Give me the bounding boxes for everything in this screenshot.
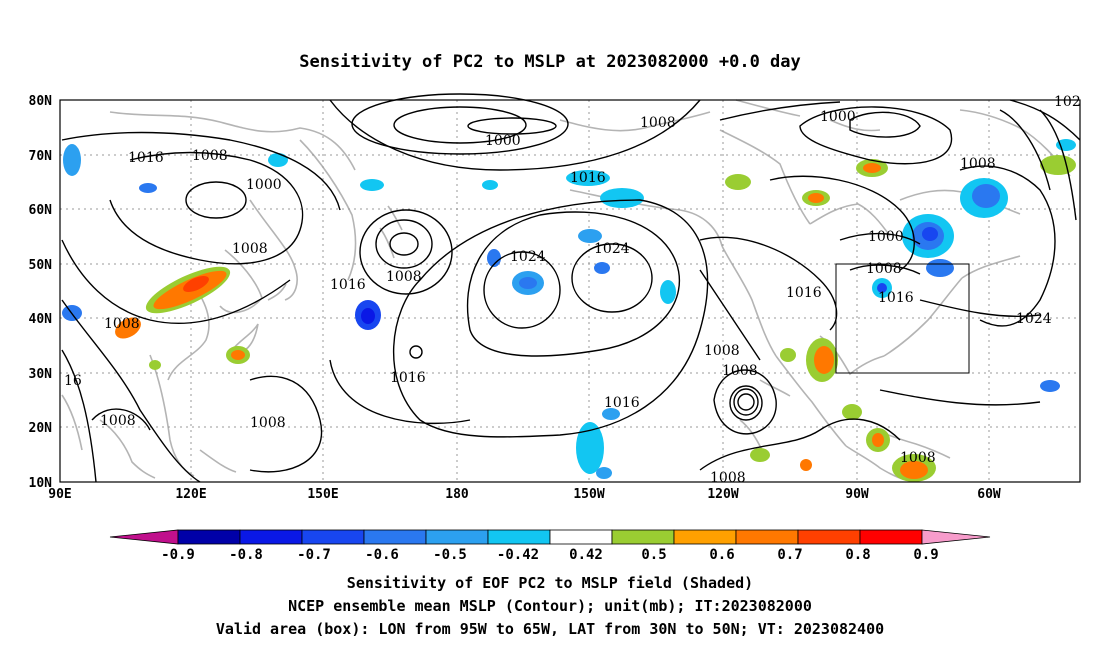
colorbar-tick-label: 0.5: [641, 547, 666, 563]
latitude-labels: 80N 70N 60N 50N 40N 30N 20N 10N: [29, 94, 53, 491]
colorbar-tick-label: -0.42: [497, 547, 539, 563]
contour-label: 1024: [510, 249, 546, 265]
contour-label: 102: [1054, 94, 1081, 110]
contour-label: 1008: [710, 470, 746, 486]
contour-labels: 1000 1008 1000 1016 1008 1000 1008 1016 …: [64, 94, 1081, 486]
contour-label: 1024: [1016, 311, 1052, 327]
contour-label: 1008: [722, 363, 758, 379]
sensitivity-shading: [62, 139, 1076, 482]
colorbar-tick-label: 0.9: [913, 547, 938, 563]
contour-label: 1008: [104, 316, 140, 332]
colorbar-swatch: [487, 529, 551, 545]
colorbar-swatch: [735, 529, 799, 545]
lon-label: 120W: [707, 487, 738, 502]
contour-label: 1008: [250, 415, 286, 431]
contour-label: 1016: [390, 370, 426, 386]
colorbar-tick-label: -0.8: [229, 547, 263, 563]
colorbar-swatch: [301, 529, 365, 545]
colorbar-tick-label: -0.9: [161, 547, 195, 563]
lon-label: 150W: [573, 487, 604, 502]
lat-label: 70N: [29, 149, 53, 164]
lat-label: 60N: [29, 203, 53, 218]
contour-label: 1008: [192, 148, 228, 164]
colorbar-swatch: [425, 529, 489, 545]
colorbar-swatch: [363, 529, 427, 545]
colorbar: [109, 529, 991, 545]
contour-label: 1008: [900, 450, 936, 466]
contour-label: 1000: [868, 229, 904, 245]
contour-label: 16: [64, 373, 82, 389]
caption-line-1: Sensitivity of EOF PC2 to MSLP field (Sh…: [346, 574, 754, 592]
lat-label: 20N: [29, 421, 53, 436]
contour-label: 1016: [786, 285, 822, 301]
colorbar-tick-label: 0.7: [777, 547, 802, 563]
lon-label: 150E: [307, 487, 338, 502]
mslp-contours: [61, 93, 1081, 483]
lon-label: 180: [445, 487, 469, 502]
colorbar-swatch: [611, 529, 675, 545]
colorbar-swatch: [109, 529, 179, 545]
contour-label: 1008: [232, 241, 268, 257]
lon-label: 90E: [48, 487, 71, 502]
contour-label: 1008: [866, 261, 902, 277]
lat-label: 30N: [29, 367, 53, 382]
lon-label: 90W: [845, 487, 869, 502]
contour-label: 1008: [640, 115, 676, 131]
contour-label: 1008: [960, 156, 996, 172]
lon-label: 120E: [175, 487, 206, 502]
colorbar-tick-label: -0.5: [433, 547, 467, 563]
longitude-labels: 90E 120E 150E 180 150W 120W 90W 60W: [48, 487, 1001, 502]
map-plot: 1000 1008 1000 1016 1008 1000 1008 1016 …: [59, 93, 1081, 486]
lon-label: 60W: [977, 487, 1001, 502]
caption-line-3: Valid area (box): LON from 95W to 65W, L…: [215, 620, 885, 638]
contour-label: 1016: [128, 150, 164, 166]
colorbar-tick-label: 0.42: [569, 547, 603, 563]
contour-label: 1024: [594, 241, 630, 257]
colorbar-labels: -0.9 -0.8 -0.7 -0.6 -0.5 -0.42 0.42 0.5 …: [161, 547, 939, 563]
colorbar-tick-label: 0.6: [709, 547, 734, 563]
colorbar-swatch: [177, 529, 241, 545]
valid-area-box: [835, 263, 970, 374]
colorbar-tick-label: -0.6: [365, 547, 399, 563]
colorbar-swatch: [549, 529, 613, 545]
contour-label: 1016: [330, 277, 366, 293]
colorbar-swatch: [673, 529, 737, 545]
colorbar-swatch: [921, 529, 991, 545]
colorbar-swatch: [239, 529, 303, 545]
contour-label: 1008: [100, 413, 136, 429]
contour-label: 1000: [485, 133, 521, 149]
lat-label: 80N: [29, 94, 53, 109]
contour-label: 1000: [246, 177, 282, 193]
contour-label: 1000: [820, 109, 856, 125]
contour-label: 1008: [704, 343, 740, 359]
contour-label: 1016: [570, 170, 606, 186]
contour-label: 1008: [386, 269, 422, 285]
lat-label: 10N: [29, 476, 53, 491]
colorbar-tick-label: -0.7: [297, 547, 331, 563]
colorbar-tick-label: 0.8: [845, 547, 870, 563]
map-title: Sensitivity of PC2 to MSLP at 2023082000…: [299, 52, 801, 72]
colorbar-swatch: [859, 529, 923, 545]
colorbar-swatch: [797, 529, 861, 545]
contour-label: 1016: [878, 290, 914, 306]
contour-label: 1016: [604, 395, 640, 411]
lat-label: 40N: [29, 312, 53, 327]
caption-line-2: NCEP ensemble mean MSLP (Contour); unit(…: [288, 597, 812, 615]
lat-label: 50N: [29, 258, 53, 273]
